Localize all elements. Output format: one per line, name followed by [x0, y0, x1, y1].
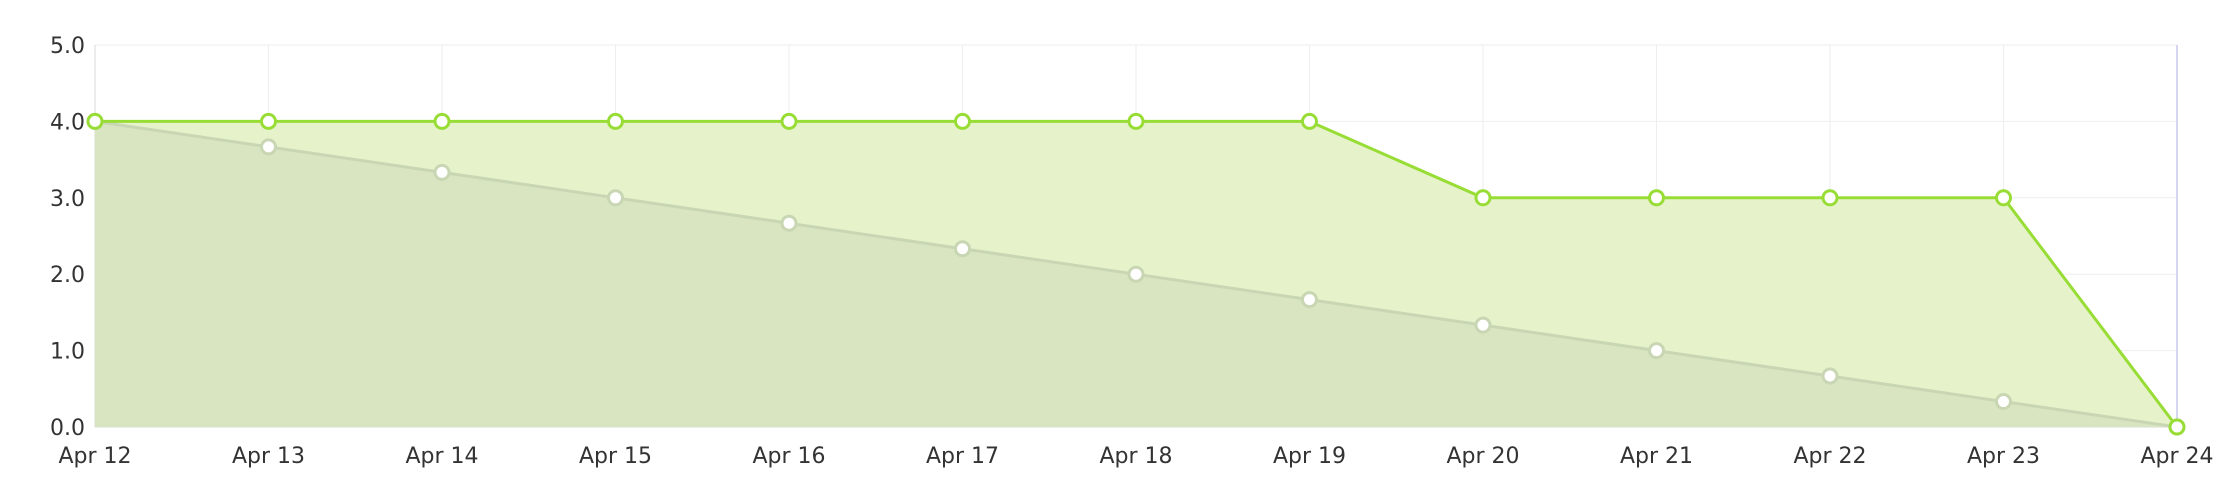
y-tick-label: 4.0: [50, 110, 85, 135]
point-actual[interactable]: [607, 112, 624, 130]
point-actual[interactable]: [2168, 418, 2186, 436]
y-tick-label: 1.0: [50, 340, 85, 365]
x-axis-ticks: Apr 12 Apr 13 Apr 14 Apr 15 Apr 16 Apr 17 Apr …: [58, 444, 2213, 469]
point-ideal[interactable]: [260, 138, 277, 156]
point-actual[interactable]: [1474, 189, 1492, 207]
x-tick-label: Apr 20: [1446, 444, 1519, 469]
point-ideal[interactable]: [1821, 367, 1839, 385]
x-tick-label: Apr 18: [1099, 444, 1172, 469]
point-actual[interactable]: [954, 112, 971, 130]
point-ideal[interactable]: [1301, 291, 1318, 309]
x-tick-label: Apr 12: [58, 444, 131, 469]
x-tick-label: Apr 22: [1793, 444, 1866, 469]
x-tick-label: Apr 17: [926, 444, 999, 469]
point-actual[interactable]: [1301, 112, 1318, 130]
point-ideal[interactable]: [607, 189, 624, 207]
point-ideal[interactable]: [1127, 265, 1145, 283]
y-tick-label: 2.0: [50, 263, 85, 288]
point-actual[interactable]: [86, 112, 104, 130]
point-actual[interactable]: [1648, 189, 1665, 207]
point-ideal[interactable]: [433, 163, 451, 181]
point-actual[interactable]: [433, 112, 451, 130]
y-axis-ticks: 0.0 1.0 2.0 3.0 4.0 5.0: [50, 34, 85, 441]
x-tick-label: Apr 15: [579, 444, 652, 469]
x-tick-label: Apr 16: [752, 444, 825, 469]
point-actual[interactable]: [780, 112, 798, 130]
point-ideal[interactable]: [1474, 316, 1492, 334]
x-tick-label: Apr 14: [405, 444, 478, 469]
point-ideal[interactable]: [954, 240, 971, 258]
y-tick-label: 3.0: [50, 187, 85, 212]
y-tick-label: 0.0: [50, 416, 85, 441]
y-tick-label: 5.0: [50, 34, 85, 59]
x-tick-label: Apr 24: [2140, 444, 2213, 469]
point-actual[interactable]: [260, 112, 277, 130]
point-ideal[interactable]: [1648, 342, 1665, 360]
x-tick-label: Apr 13: [232, 444, 305, 469]
x-tick-label: Apr 21: [1620, 444, 1693, 469]
x-tick-label: Apr 19: [1273, 444, 1346, 469]
point-actual[interactable]: [1995, 189, 2012, 207]
point-ideal[interactable]: [780, 214, 798, 232]
point-layer: [86, 112, 2186, 436]
point-actual[interactable]: [1127, 112, 1145, 130]
x-tick-label: Apr 23: [1967, 444, 2040, 469]
point-actual[interactable]: [1821, 189, 1839, 207]
point-ideal[interactable]: [1995, 393, 2012, 411]
